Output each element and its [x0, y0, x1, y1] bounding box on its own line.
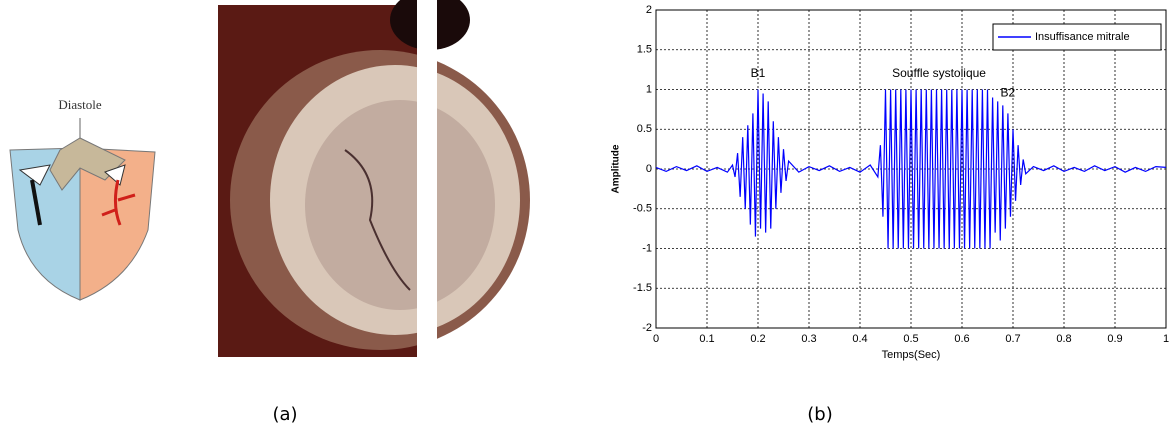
- x-axis-label: Temps(Sec): [882, 349, 941, 361]
- legend-label: Insuffisance mitrale: [1035, 31, 1130, 43]
- y-axis-label: Amplitude: [611, 144, 622, 193]
- x-tick-label: 0.8: [1056, 333, 1071, 345]
- x-tick-label: 0: [653, 333, 659, 345]
- plot: -2 -1.5 -1 -0.5 0 0.5 1 1.5 2 0 0.1 0.2 0.3 0.4 0.5 0.6…: [611, 4, 1169, 361]
- x-tick-label: 1: [1163, 333, 1169, 345]
- x-tick-label: 0.1: [699, 333, 714, 345]
- y-tick-label: -0.5: [633, 203, 652, 215]
- y-tick-label: 0: [646, 163, 652, 175]
- y-tick-label: 2: [646, 4, 652, 16]
- x-tick-label: 0.7: [1005, 333, 1020, 345]
- y-tick-label: 0.5: [637, 123, 652, 135]
- diastole-label: Diastole: [58, 97, 102, 112]
- x-tick-label: 0.5: [903, 333, 918, 345]
- annotation: B1: [751, 66, 766, 80]
- valve-photo: [218, 0, 530, 360]
- x-tick-label: 0.3: [801, 333, 816, 345]
- data-line: [655, 89, 1167, 249]
- plot-frame: [655, 9, 1167, 329]
- y-tick-label: 1.5: [637, 44, 652, 56]
- y-tick-label: -1: [642, 242, 652, 254]
- caption: (a): [272, 404, 297, 425]
- x-tick-label: 0.9: [1107, 333, 1122, 345]
- heart-diagram: Diastole: [9, 97, 156, 301]
- x-tick-label: 0.6: [954, 333, 969, 345]
- y-tick-label: -1.5: [633, 282, 652, 294]
- caption: (b): [807, 404, 832, 425]
- x-tick-label: 0.4: [852, 333, 867, 345]
- annotation: B2: [1001, 86, 1016, 100]
- annotation: Souffle systolique: [892, 66, 986, 80]
- y-tick-label: -2: [642, 322, 652, 334]
- y-tick-label: 1: [646, 83, 652, 95]
- x-tick-label: 0.2: [750, 333, 765, 345]
